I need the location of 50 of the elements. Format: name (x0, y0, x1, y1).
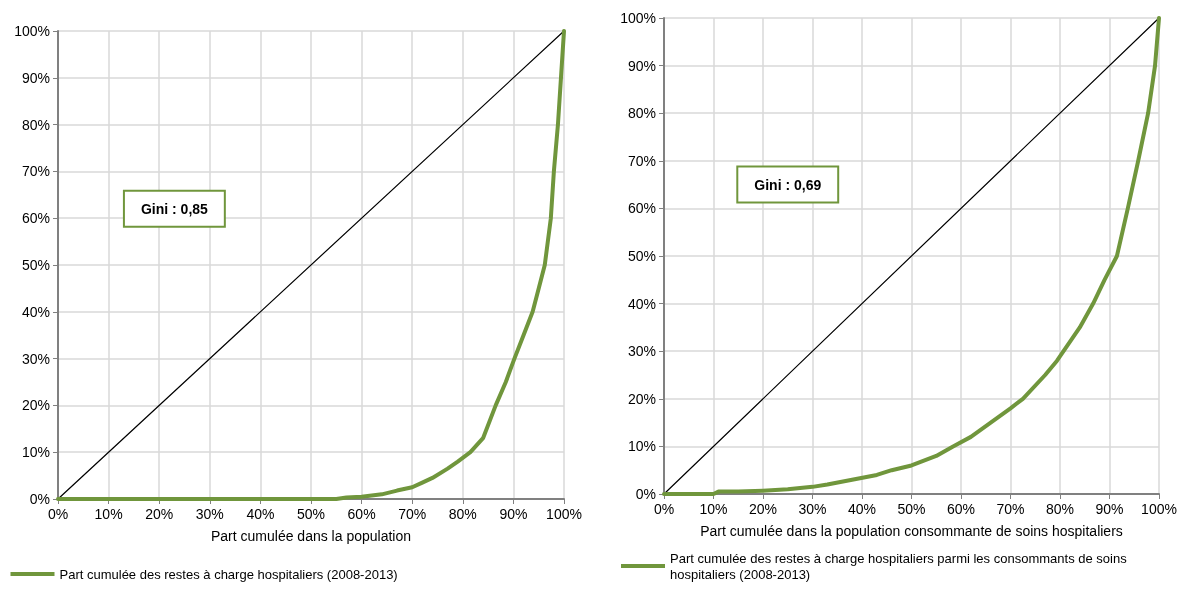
y-tick-label: 10% (21, 444, 50, 461)
y-tick-label: 0% (29, 491, 50, 507)
x-tick-label: 70% (398, 506, 427, 522)
x-axis-title: Part cumulée dans la population consommante de soins hospitaliers (700, 523, 1123, 539)
x-tick-label: 60% (347, 506, 376, 522)
y-tick-label: 20% (21, 397, 50, 414)
x-tick-label: 40% (847, 501, 877, 517)
y-tick-label: 100% (14, 23, 50, 39)
annotation: Gini : 0,69 (754, 176, 822, 193)
y-tick-label: 40% (21, 303, 50, 320)
x-tick-label: 20% (748, 501, 778, 517)
y-tick-label: 80% (21, 116, 50, 133)
y-tick-label: 60% (21, 210, 50, 227)
x-tick-label: 80% (1045, 501, 1075, 517)
y-tick-label: 90% (21, 69, 50, 86)
y-tick-label: 30% (21, 350, 50, 367)
x-tick-label: 90% (1095, 501, 1124, 517)
y-tick-label: 40% (627, 295, 656, 312)
y-tick-label: 80% (627, 105, 656, 122)
legend-label: Part cumulée des restes à charge hospitaliers (2008-2013) (59, 566, 398, 582)
y-tick-label: 60% (627, 200, 656, 217)
y-tick-label: 50% (21, 257, 50, 273)
y-tick-label: 90% (627, 57, 656, 74)
y-tick-label: 100% (620, 10, 656, 26)
x-tick-label: 90% (499, 506, 528, 522)
x-axis-title: Part cumulée dans la population (210, 528, 412, 544)
x-tick-label: 0% (47, 506, 69, 522)
annotation: Gini : 0,85 (140, 200, 209, 217)
x-tick-label: 50% (897, 501, 926, 517)
y-tick-label: 30% (627, 343, 656, 360)
x-tick-label: 10% (699, 501, 728, 517)
x-tick-label: 10% (94, 506, 123, 522)
x-tick-label: 70% (996, 501, 1025, 517)
x-tick-label: 0% (653, 501, 675, 517)
x-tick-label: 60% (946, 501, 976, 517)
x-tick-label: 30% (195, 506, 224, 522)
x-tick-label: 20% (145, 506, 174, 522)
y-tick-label: 70% (21, 163, 50, 180)
y-tick-label: 70% (627, 152, 656, 169)
x-tick-label: 80% (448, 506, 477, 522)
y-tick-label: 50% (627, 248, 656, 264)
legend-label: Part cumulée des restes à charge hospitaliers parmi les consommants de soins hospitaliers (2008-2013) (670, 550, 1131, 582)
x-tick-label: 100% (546, 506, 582, 522)
x-tick-label: 50% (296, 506, 326, 522)
y-tick-label: 10% (627, 438, 656, 455)
x-tick-label: 100% (1141, 501, 1177, 517)
y-tick-label: 20% (627, 390, 656, 407)
x-tick-label: 30% (798, 501, 827, 517)
y-tick-label: 0% (635, 486, 656, 502)
x-tick-label: 40% (246, 506, 275, 522)
